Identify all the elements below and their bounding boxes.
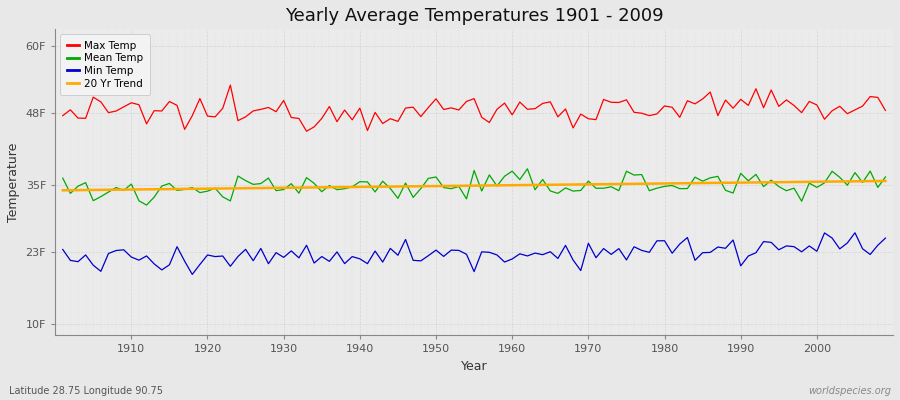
Text: Latitude 28.75 Longitude 90.75: Latitude 28.75 Longitude 90.75: [9, 386, 163, 396]
X-axis label: Year: Year: [461, 360, 488, 373]
Title: Yearly Average Temperatures 1901 - 2009: Yearly Average Temperatures 1901 - 2009: [284, 7, 663, 25]
Y-axis label: Temperature: Temperature: [7, 143, 20, 222]
Text: worldspecies.org: worldspecies.org: [808, 386, 891, 396]
Legend: Max Temp, Mean Temp, Min Temp, 20 Yr Trend: Max Temp, Mean Temp, Min Temp, 20 Yr Tre…: [60, 34, 149, 95]
